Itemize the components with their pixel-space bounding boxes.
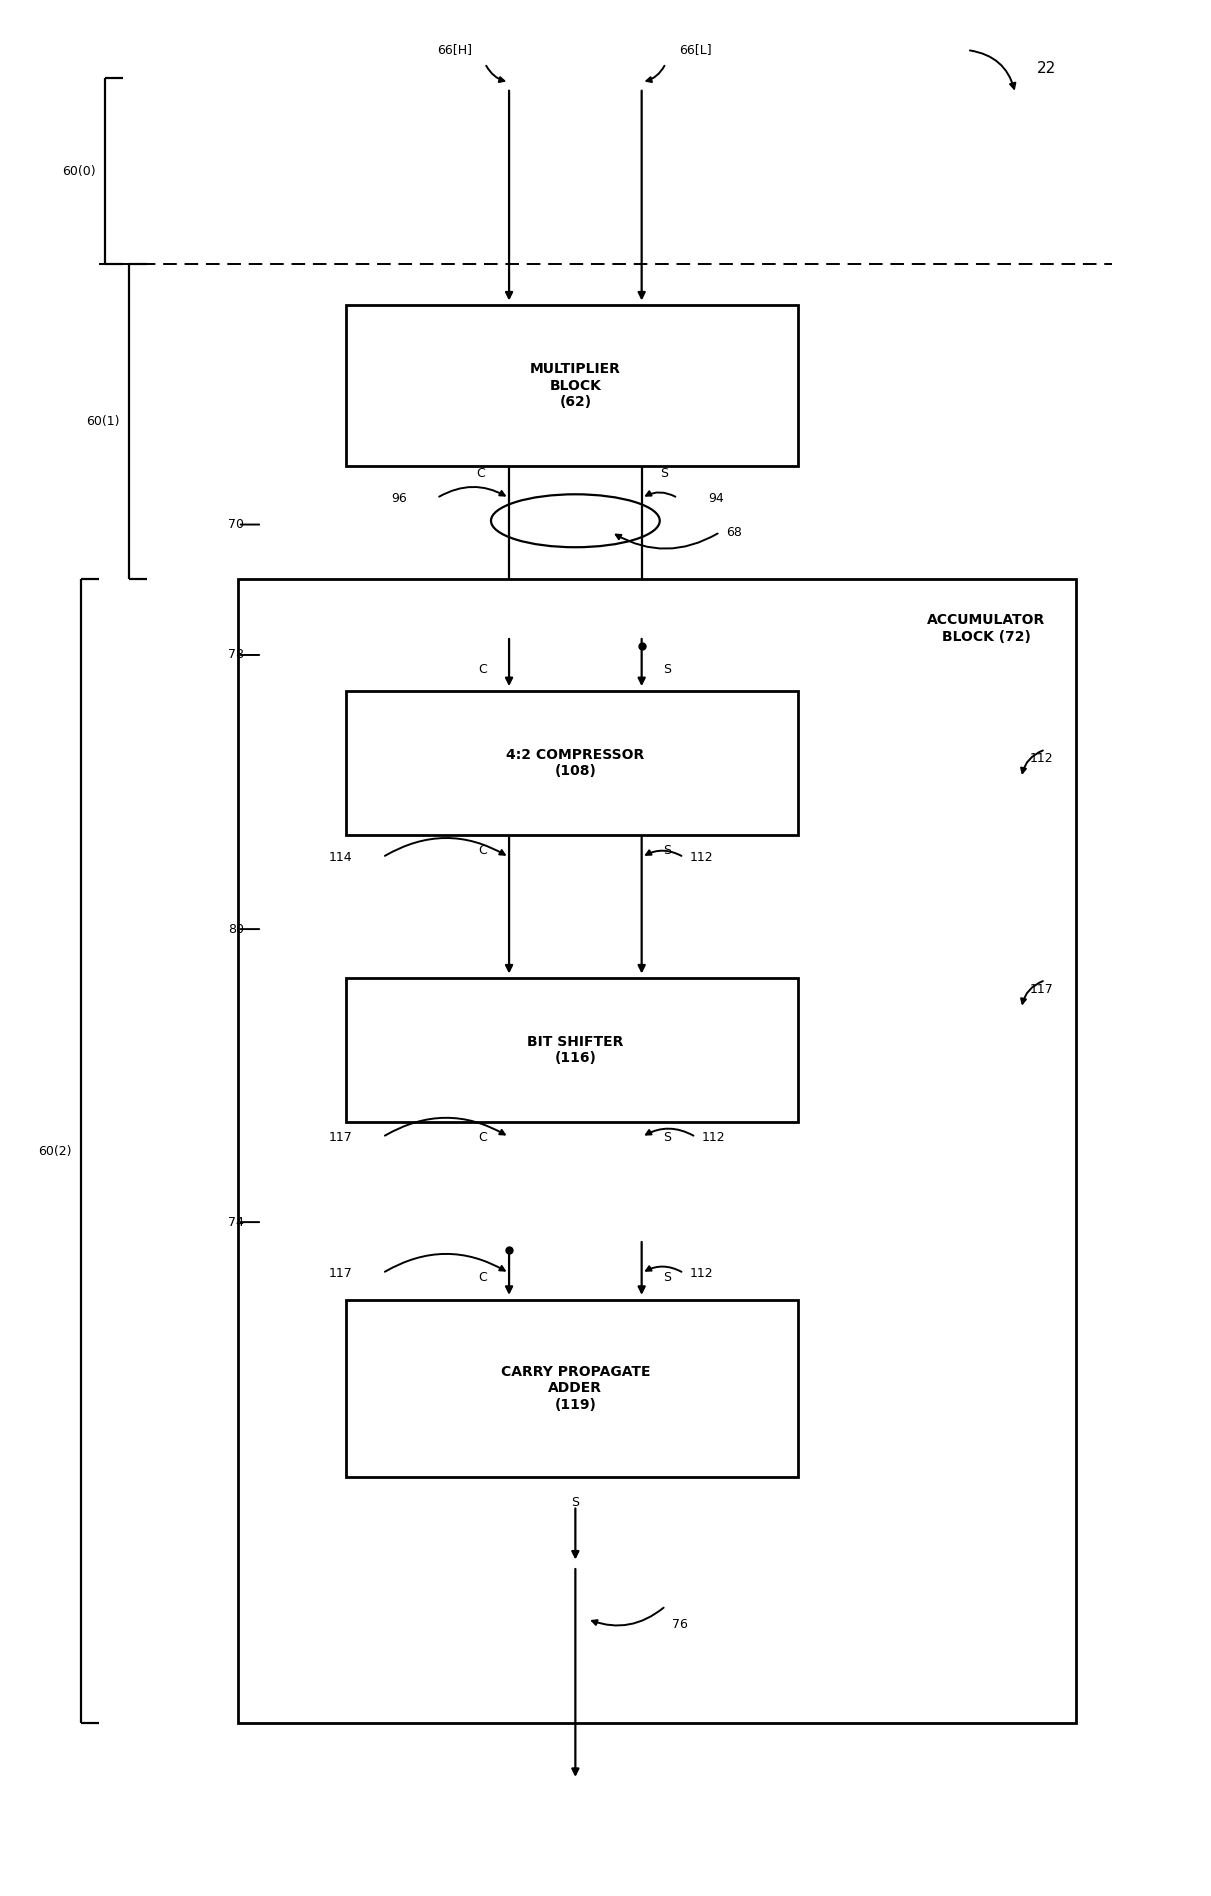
Text: S: S xyxy=(660,466,667,480)
Text: S: S xyxy=(664,844,671,857)
Text: 60(2): 60(2) xyxy=(38,1145,71,1158)
Text: 112: 112 xyxy=(690,1267,713,1280)
Text: C: C xyxy=(476,466,484,480)
Text: 74: 74 xyxy=(228,1215,243,1229)
Text: BIT SHIFTER
(116): BIT SHIFTER (116) xyxy=(527,1035,624,1066)
Text: S: S xyxy=(664,1272,671,1284)
Text: MULTIPLIER
BLOCK
(62): MULTIPLIER BLOCK (62) xyxy=(530,362,621,410)
Text: 60(1): 60(1) xyxy=(86,415,120,428)
Text: 70: 70 xyxy=(228,518,243,531)
Text: 112: 112 xyxy=(702,1130,725,1143)
Text: 66[L]: 66[L] xyxy=(679,44,712,55)
Bar xyxy=(237,580,1075,1723)
Text: 114: 114 xyxy=(328,851,352,865)
Text: 117: 117 xyxy=(328,1130,352,1143)
Text: 117: 117 xyxy=(328,1267,352,1280)
Text: 94: 94 xyxy=(708,491,724,504)
Text: 68: 68 xyxy=(727,525,742,538)
Text: 80: 80 xyxy=(228,923,243,935)
Text: 60(0): 60(0) xyxy=(62,165,96,178)
Text: 78: 78 xyxy=(228,648,243,662)
Text: 66[H]: 66[H] xyxy=(437,44,472,55)
Text: CARRY PROPAGATE
ADDER
(119): CARRY PROPAGATE ADDER (119) xyxy=(500,1365,650,1413)
Text: 22: 22 xyxy=(1037,61,1056,76)
Text: 4:2 COMPRESSOR
(108): 4:2 COMPRESSOR (108) xyxy=(506,747,644,777)
Text: 96: 96 xyxy=(391,491,407,504)
Text: C: C xyxy=(478,664,487,675)
Text: ACCUMULATOR
BLOCK (72): ACCUMULATOR BLOCK (72) xyxy=(928,614,1045,643)
Bar xyxy=(346,978,798,1122)
Text: S: S xyxy=(572,1496,579,1509)
Bar xyxy=(346,1299,798,1477)
Text: C: C xyxy=(478,1272,487,1284)
Bar xyxy=(346,690,798,834)
Text: S: S xyxy=(664,1132,671,1145)
Text: 76: 76 xyxy=(672,1619,688,1631)
Text: 117: 117 xyxy=(1029,984,1054,995)
Text: C: C xyxy=(478,844,487,857)
Text: 112: 112 xyxy=(690,851,713,865)
Text: 112: 112 xyxy=(1029,753,1054,766)
Bar xyxy=(346,305,798,466)
Text: C: C xyxy=(478,1132,487,1145)
Text: S: S xyxy=(664,664,671,675)
